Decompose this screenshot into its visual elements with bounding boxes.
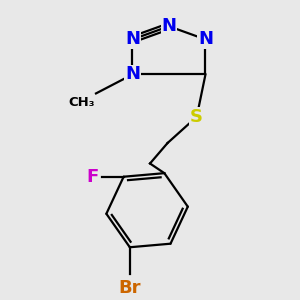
Text: F: F <box>86 168 98 186</box>
Text: N: N <box>125 65 140 83</box>
Text: N: N <box>125 30 140 48</box>
Text: N: N <box>198 30 213 48</box>
Text: CH₃: CH₃ <box>68 96 94 109</box>
Text: N: N <box>161 17 176 35</box>
Text: Br: Br <box>118 279 141 297</box>
Text: S: S <box>190 108 203 126</box>
